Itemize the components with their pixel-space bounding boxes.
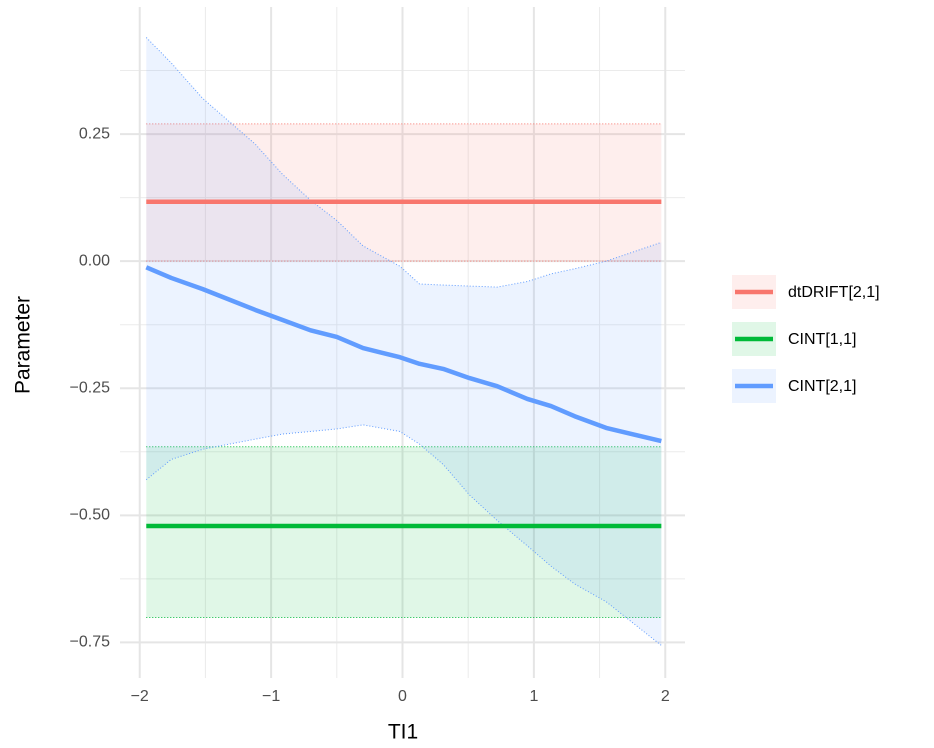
ribbon-lower bbox=[145, 424, 662, 646]
x-axis-title: TI1 bbox=[388, 721, 418, 744]
ribbon bbox=[146, 446, 662, 618]
y-tick-label: 0.00 bbox=[79, 252, 110, 269]
x-tick-label: 1 bbox=[529, 688, 538, 705]
x-tick-label: −2 bbox=[131, 688, 149, 705]
y-axis-title: Parameter bbox=[12, 296, 35, 394]
legend-label: CINT[1,1] bbox=[788, 331, 856, 348]
ribbon bbox=[146, 37, 662, 646]
ribbon bbox=[146, 123, 662, 262]
x-tick-label: 0 bbox=[398, 688, 407, 705]
line bbox=[145, 265, 662, 444]
legend-label: CINT[2,1] bbox=[788, 378, 856, 395]
y-tick-label: −0.25 bbox=[70, 379, 111, 396]
y-tick-label: 0.25 bbox=[79, 125, 110, 142]
y-tick-label: −0.50 bbox=[70, 507, 111, 524]
x-tick-label: 2 bbox=[661, 688, 670, 705]
legend-label: dtDRIFT[2,1] bbox=[788, 284, 880, 301]
y-tick-label: −0.75 bbox=[70, 634, 111, 651]
x-tick-label: −1 bbox=[262, 688, 280, 705]
ribbon-upper bbox=[145, 37, 662, 288]
